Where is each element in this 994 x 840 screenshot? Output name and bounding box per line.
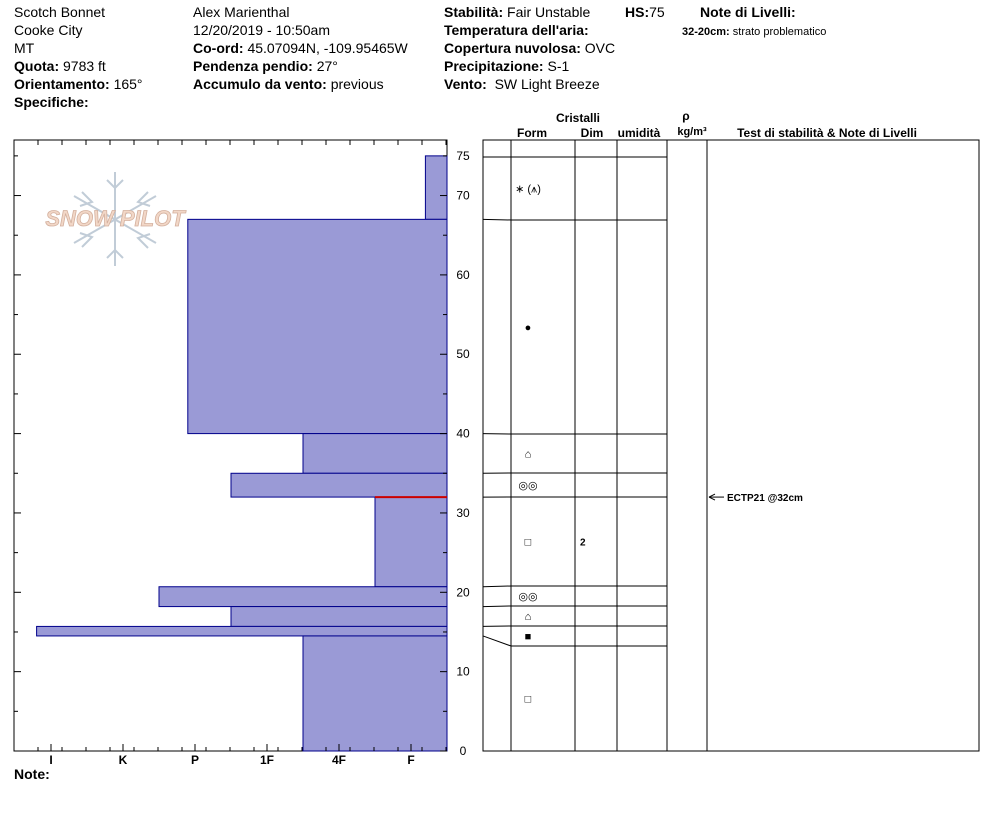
- hardness-layer-bar: [36, 625, 448, 637]
- aspect-value: 165°: [113, 76, 143, 92]
- hardness-layers: [36, 155, 448, 752]
- depth-axis: 0 10 20 30 40 50 60 70 75: [14, 149, 470, 758]
- hardness-layer-bar: [424, 155, 448, 220]
- hardness-layer-bar: [374, 496, 448, 588]
- depth-tick-label: 50: [456, 347, 470, 361]
- wind-loading-value: previous: [330, 76, 384, 92]
- depth-tick-label: 60: [456, 268, 470, 282]
- slope-value: 27°: [316, 58, 338, 74]
- hardness-layer-bar: [302, 635, 448, 752]
- depth-tick-label: 20: [456, 585, 470, 599]
- stability-test-label: ECTP21 @32cm: [727, 493, 803, 504]
- hardness-tick-label: K: [119, 753, 128, 767]
- stability-row: Stabilità: Fair Unstable: [444, 4, 591, 20]
- grain-form-symbol: ⌂: [525, 611, 532, 623]
- snowpilot-logo: SNOW PILOT: [45, 172, 187, 266]
- specifics-row: Specifiche:: [14, 94, 89, 110]
- coord-row: Co-ord: 45.07094N, -109.95465W: [193, 40, 408, 56]
- frame-ticks: [13, 140, 447, 751]
- hardness-tick-label: 4F: [332, 753, 346, 767]
- hs-row: HS:75: [625, 4, 665, 20]
- layer-note-range: 32-20cm:: [682, 26, 730, 38]
- hardness-layer-bar: [158, 586, 448, 608]
- header-crystals: Cristalli: [556, 111, 600, 125]
- table-row-line: [482, 218, 667, 221]
- location-name: Scotch Bonnet: [14, 4, 106, 20]
- elevation-value: 9783 ft: [63, 58, 106, 74]
- header-density-symbol: ρ: [682, 109, 689, 123]
- grain-form-symbol: ◎◎: [518, 591, 537, 603]
- snowflake-icon: [73, 172, 157, 266]
- grain-form-symbol: ◎◎: [518, 480, 537, 492]
- layer-notes-title: Note di Livelli:: [700, 4, 796, 20]
- depth-tick-label: 10: [456, 665, 470, 679]
- cloud-value: OVC: [584, 40, 616, 56]
- table-row-line: [482, 635, 667, 647]
- hs-value: 75: [649, 4, 665, 20]
- precip-row: Precipitazione: S-1: [444, 58, 570, 74]
- test-arrow-head: [708, 493, 716, 501]
- logo-text: SNOW PILOT: [45, 206, 186, 231]
- table-row-line: [482, 585, 667, 588]
- grain-form-symbol: □: [525, 694, 532, 706]
- header-tests: Test di stabilità & Note di Livelli: [737, 126, 917, 140]
- grain-form-symbol: ⌂: [525, 449, 532, 461]
- note-label: Note:: [14, 766, 50, 782]
- weather-info: Stabilità: Fair Unstable Temperatura del…: [444, 3, 615, 93]
- hardness-layer-bar: [230, 472, 448, 498]
- layer-note-text: strato problematico: [732, 26, 827, 38]
- grain-form-symbol: ■: [525, 631, 532, 643]
- grain-form-symbol: ∗ (⩚): [515, 184, 541, 196]
- table-rows: ∗ (⩚) ● ⌂ ◎◎ □ 2 ◎◎ ⌂ ■ □ ECTP21 @32cm: [482, 156, 803, 706]
- depth-tick-label: 30: [456, 506, 470, 520]
- header-form: Form: [517, 126, 547, 140]
- slope-row: Pendenza pendio: 27°: [193, 58, 338, 74]
- grain-form-symbol: □: [525, 537, 532, 549]
- location-info: Scotch Bonnet Cooke City MT Quota: 9783 …: [14, 3, 143, 111]
- header-moisture: umidità: [618, 126, 661, 140]
- depth-tick-label: 0: [460, 744, 467, 758]
- depth-tick-label: 75: [456, 149, 470, 163]
- hardness-tick-label: F: [407, 753, 414, 767]
- hardness-tick-label: 1F: [260, 753, 274, 767]
- observation-info: Alex Marienthal 12/20/2019 - 10:50am Co-…: [193, 3, 408, 93]
- hardness-layer-bar: [302, 433, 448, 474]
- elevation-row: Quota: 9783 ft: [14, 58, 106, 74]
- grain-size-value: 2: [580, 538, 586, 549]
- layer-note: 32-20cm: strato problematico: [682, 23, 826, 41]
- wind-row: Vento: SW Light Breeze: [444, 76, 600, 92]
- layer-table-frame: [482, 139, 980, 752]
- table-row-line: [482, 605, 667, 608]
- wind-loading-row: Accumulo da vento: previous: [193, 76, 384, 92]
- cloud-row: Copertura nuvolosa: OVC: [444, 40, 616, 56]
- air-temp-row: Temperatura dell'aria:: [444, 22, 589, 38]
- depth-tick-label: 40: [456, 427, 470, 441]
- coord-value: 45.07094N, -109.95465W: [247, 40, 408, 56]
- aspect-row: Orientamento: 165°: [14, 76, 143, 92]
- state-name: MT: [14, 40, 35, 56]
- observer-name: Alex Marienthal: [193, 4, 290, 20]
- precip-value: S-1: [547, 58, 570, 74]
- grain-form-symbol: ●: [525, 322, 532, 334]
- hardness-layer-bar: [187, 218, 448, 435]
- observation-datetime: 12/20/2019 - 10:50am: [193, 22, 330, 38]
- header-density-unit: kg/m³: [677, 126, 707, 138]
- hardness-layer-bar: [230, 606, 448, 627]
- wind-value: SW Light Breeze: [494, 76, 600, 92]
- area-name: Cooke City: [14, 22, 83, 38]
- depth-tick-label: 70: [456, 189, 470, 203]
- header-size: Dim: [581, 126, 604, 140]
- hardness-tick-label: I: [49, 753, 52, 767]
- hardness-tick-label: P: [191, 753, 199, 767]
- note-row: Note:: [14, 765, 50, 783]
- stability-value: Fair Unstable: [507, 4, 591, 20]
- hardness-axis: I K P 1F 4F F: [49, 744, 415, 767]
